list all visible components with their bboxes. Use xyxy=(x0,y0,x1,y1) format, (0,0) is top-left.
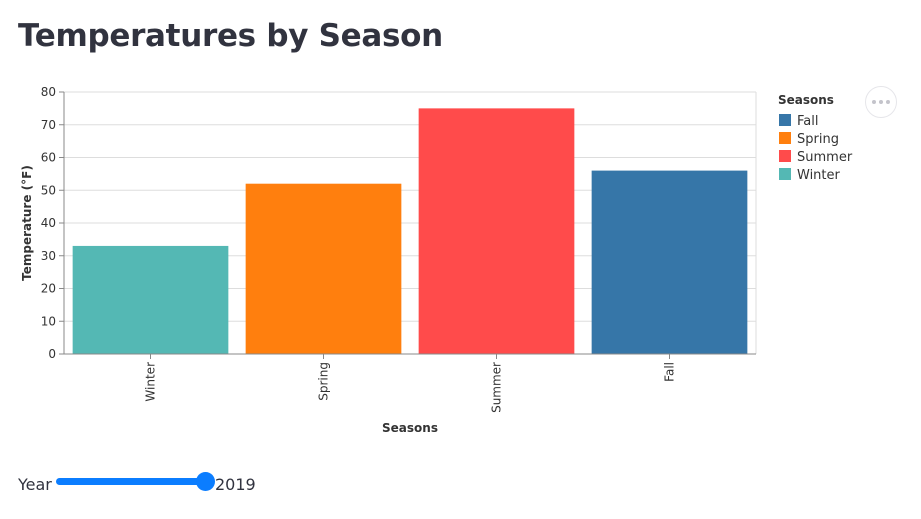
y-tick-label: 0 xyxy=(48,347,56,361)
y-tick-label: 80 xyxy=(41,85,56,99)
legend-swatch-spring xyxy=(779,132,791,144)
page-title: Temperatures by Season xyxy=(18,18,443,54)
x-axis-title: Seasons xyxy=(382,421,438,435)
y-tick-label: 60 xyxy=(41,151,56,165)
x-tick-label: Spring xyxy=(317,362,331,401)
more-dot xyxy=(879,100,883,104)
y-tick-label: 70 xyxy=(41,118,56,132)
x-tick-label: Fall xyxy=(663,362,677,382)
legend-label-winter: Winter xyxy=(797,168,841,183)
year-slider-thumb[interactable] xyxy=(196,472,215,491)
y-axis-title: Temperature (°F) xyxy=(20,165,34,281)
bar-summer xyxy=(418,108,575,354)
y-tick-label: 20 xyxy=(41,282,56,296)
year-slider-value: 2019 xyxy=(215,475,256,494)
year-slider-track[interactable] xyxy=(56,478,206,485)
legend-title: Seasons xyxy=(778,93,834,107)
legend-label-fall: Fall xyxy=(797,114,818,129)
legend-label-summer: Summer xyxy=(797,150,853,165)
legend-swatch-fall xyxy=(779,114,791,126)
bar-spring xyxy=(245,183,402,354)
year-slider-label: Year xyxy=(18,475,52,494)
legend-label-spring: Spring xyxy=(797,132,839,147)
y-tick-label: 10 xyxy=(41,314,56,328)
y-tick-label: 30 xyxy=(41,249,56,263)
chart-menu-button[interactable] xyxy=(865,86,897,118)
bar-fall xyxy=(591,170,748,354)
more-horizontal-icon xyxy=(872,100,876,104)
y-tick-label: 50 xyxy=(41,183,56,197)
x-tick-label: Summer xyxy=(490,362,504,413)
y-tick-label: 40 xyxy=(41,216,56,230)
legend-swatch-winter xyxy=(779,168,791,180)
more-dot xyxy=(886,100,890,104)
legend-swatch-summer xyxy=(779,150,791,162)
x-tick-label: Winter xyxy=(144,362,158,402)
bar-winter xyxy=(72,245,229,354)
